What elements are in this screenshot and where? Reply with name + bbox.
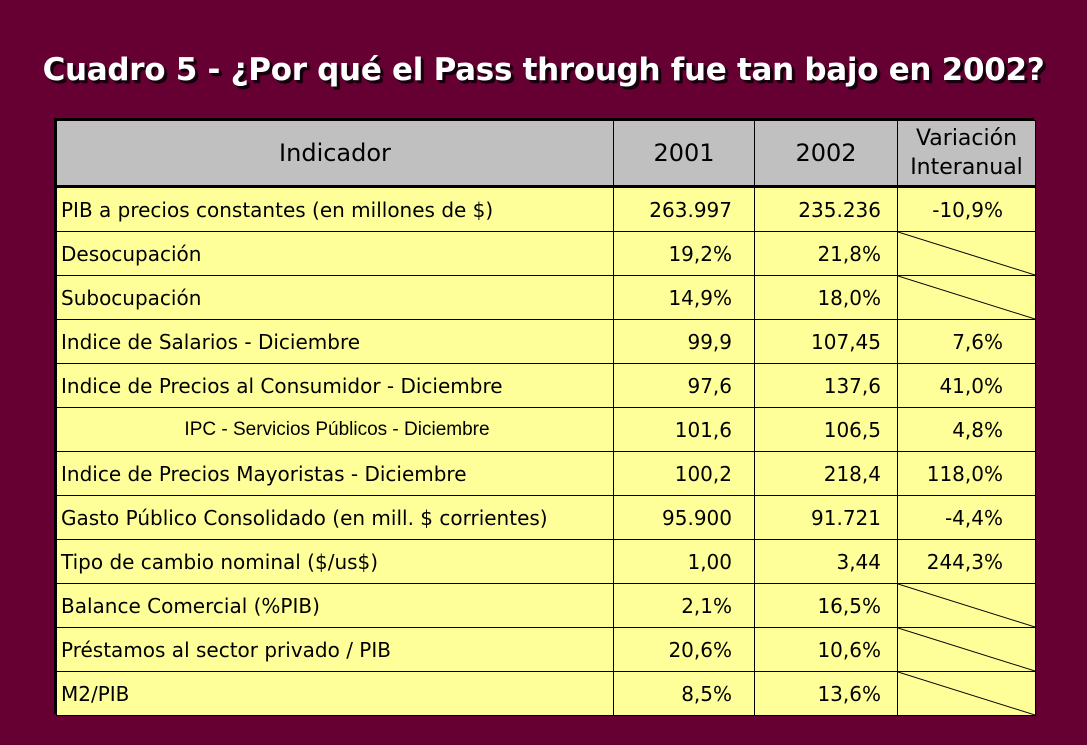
table-row: Indice de Precios al Consumidor - Diciem… bbox=[56, 363, 1036, 408]
diagonal-strike-line bbox=[898, 276, 1035, 319]
diagonal-strike-line bbox=[898, 628, 1035, 671]
row-variacion: 41,0% bbox=[897, 363, 1036, 408]
table-row: Indice de Salarios - Diciembre 99,9 107,45… bbox=[56, 319, 1036, 364]
table-row: M2/PIB 8,5% 13,6% bbox=[56, 671, 1036, 716]
row-value-2002: 18,0% bbox=[754, 275, 898, 320]
row-indicador: Tipo de cambio nominal ($/us$) bbox=[56, 539, 614, 584]
row-value-2001: 101,6 bbox=[613, 407, 755, 452]
diagonal-strike-line bbox=[898, 232, 1035, 275]
row-variacion-empty bbox=[897, 583, 1036, 628]
row-indicador: M2/PIB bbox=[56, 671, 614, 716]
table-row: Subocupación 14,9% 18,0% bbox=[56, 275, 1036, 320]
row-variacion-empty bbox=[897, 627, 1036, 672]
row-value-2001: 8,5% bbox=[613, 671, 755, 716]
table-row: Balance Comercial (%PIB) 2,1% 16,5% bbox=[56, 583, 1036, 628]
diagonal-strike-line bbox=[898, 584, 1035, 627]
header-variacion-line1: Variación bbox=[915, 126, 1018, 151]
table-row: Desocupación 19,2% 21,8% bbox=[56, 231, 1036, 276]
diagonal-strike-line bbox=[898, 672, 1035, 715]
row-value-2001: 263.997 bbox=[613, 186, 755, 232]
row-value-2001: 97,6 bbox=[613, 363, 755, 408]
row-indicador: Subocupación bbox=[56, 275, 614, 320]
row-value-2001: 19,2% bbox=[613, 231, 755, 276]
row-value-2001: 99,9 bbox=[613, 319, 755, 364]
slide-title: Cuadro 5 - ¿Por qué el Pass through fue … bbox=[42, 52, 1045, 88]
row-variacion: -4,4% bbox=[897, 495, 1036, 540]
row-value-2001: 100,2 bbox=[613, 451, 755, 496]
row-indicador: Gasto Público Consolidado (en mill. $ co… bbox=[56, 495, 614, 540]
row-value-2002: 13,6% bbox=[754, 671, 898, 716]
row-value-2002: 137,6 bbox=[754, 363, 898, 408]
row-value-2002: 106,5 bbox=[754, 407, 898, 452]
row-indicador: Indice de Precios Mayoristas - Diciembre bbox=[56, 451, 614, 496]
row-value-2001: 1,00 bbox=[613, 539, 755, 584]
header-2001: 2001 bbox=[613, 120, 755, 188]
row-value-2001: 20,6% bbox=[613, 627, 755, 672]
table-row: PIB a precios constantes (en millones de… bbox=[56, 186, 1036, 232]
table-row: Gasto Público Consolidado (en mill. $ co… bbox=[56, 495, 1036, 540]
row-value-2002: 218,4 bbox=[754, 451, 898, 496]
table-row: IPC - Servicios Públicos - Diciembre 101,… bbox=[56, 407, 1036, 452]
row-indicador: Indice de Precios al Consumidor - Diciem… bbox=[56, 363, 614, 408]
row-indicador: Balance Comercial (%PIB) bbox=[56, 583, 614, 628]
row-value-2001: 14,9% bbox=[613, 275, 755, 320]
table-row: Préstamos al sector privado / PIB 20,6% 10… bbox=[56, 627, 1036, 672]
row-indicador: Préstamos al sector privado / PIB bbox=[56, 627, 614, 672]
row-value-2002: 10,6% bbox=[754, 627, 898, 672]
row-variacion-empty bbox=[897, 275, 1036, 320]
table-row: Tipo de cambio nominal ($/us$) 1,00 3,44 24… bbox=[56, 539, 1036, 584]
row-variacion: 244,3% bbox=[897, 539, 1036, 584]
header-2002: 2002 bbox=[754, 120, 898, 188]
row-value-2001: 2,1% bbox=[613, 583, 755, 628]
header-variacion-line2: Interanual bbox=[910, 155, 1023, 180]
header-variacion: Variación Interanual bbox=[897, 120, 1036, 188]
header-indicador: Indicador bbox=[56, 120, 614, 188]
indicator-table: Indicador 2001 2002 Variación Interanual… bbox=[56, 120, 1036, 716]
row-variacion: 7,6% bbox=[897, 319, 1036, 364]
row-variacion-empty bbox=[897, 231, 1036, 276]
row-indicador: Desocupación bbox=[56, 231, 614, 276]
row-value-2002: 16,5% bbox=[754, 583, 898, 628]
row-indicador: Indice de Salarios - Diciembre bbox=[56, 319, 614, 364]
row-value-2002: 91.721 bbox=[754, 495, 898, 540]
row-indicador: PIB a precios constantes (en millones de… bbox=[56, 186, 614, 232]
row-variacion: 118,0% bbox=[897, 451, 1036, 496]
table-body: PIB a precios constantes (en millones de… bbox=[56, 186, 1036, 716]
row-value-2001: 95.900 bbox=[613, 495, 755, 540]
table-header-row: Indicador 2001 2002 Variación Interanual bbox=[56, 120, 1036, 188]
row-indicador: IPC - Servicios Públicos - Diciembre bbox=[56, 407, 614, 452]
row-value-2002: 235.236 bbox=[754, 186, 898, 232]
row-value-2002: 3,44 bbox=[754, 539, 898, 584]
row-value-2002: 107,45 bbox=[754, 319, 898, 364]
table-row: Indice de Precios Mayoristas - Diciembre… bbox=[56, 451, 1036, 496]
row-variacion: -10,9% bbox=[897, 186, 1036, 232]
row-variacion: 4,8% bbox=[897, 407, 1036, 452]
row-value-2002: 21,8% bbox=[754, 231, 898, 276]
row-variacion-empty bbox=[897, 671, 1036, 716]
indicator-table-wrapper: Indicador 2001 2002 Variación Interanual… bbox=[56, 120, 1036, 716]
